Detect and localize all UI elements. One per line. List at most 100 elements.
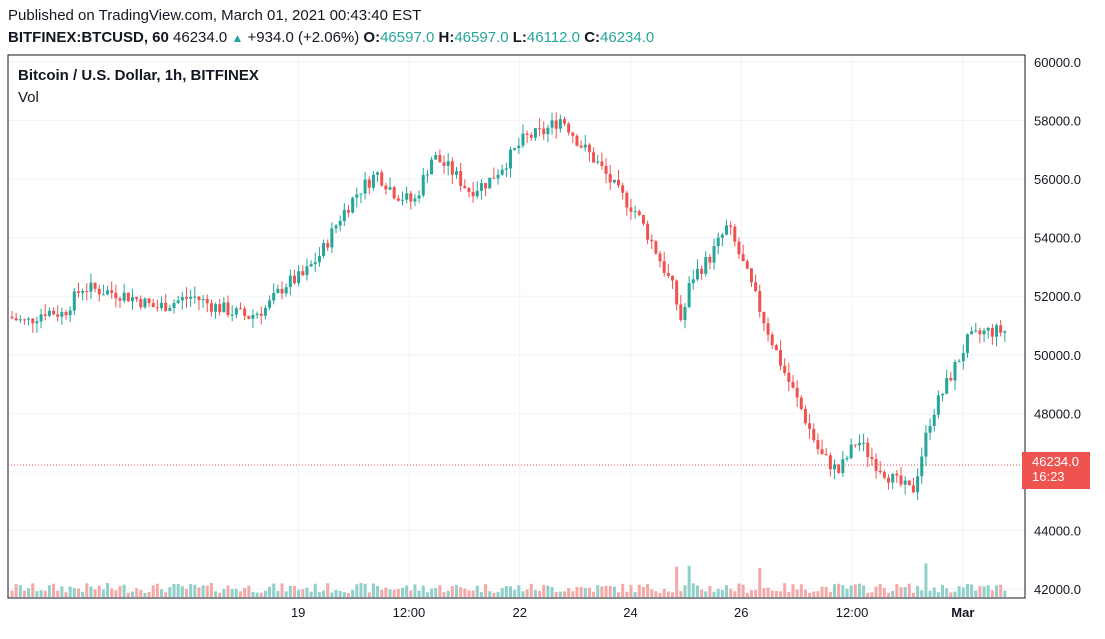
- volume-bar: [783, 583, 787, 597]
- candle-body: [567, 123, 571, 133]
- candle-body: [920, 456, 924, 477]
- candle-body: [550, 120, 554, 128]
- volume-bar: [824, 586, 828, 597]
- volume-bar: [359, 583, 363, 597]
- candle-body: [990, 327, 994, 337]
- volume-bar: [22, 590, 26, 597]
- candle-body: [288, 275, 292, 288]
- volume-bar: [392, 589, 396, 597]
- volume-bar: [272, 583, 276, 597]
- candle-body: [641, 214, 645, 224]
- volume-bar: [334, 589, 338, 597]
- candle-body: [118, 298, 122, 301]
- volume-bar: [384, 587, 388, 597]
- y-tick-label: 54000.0: [1034, 231, 1081, 246]
- volume-bar: [658, 592, 662, 597]
- candle-body: [18, 319, 22, 321]
- volume-bar: [857, 583, 861, 597]
- candle-body: [837, 464, 841, 473]
- volume-bar: [263, 590, 267, 597]
- candle-body: [301, 271, 305, 276]
- candle-body: [259, 313, 263, 316]
- volume-bar: [982, 586, 986, 597]
- volume-bar: [292, 585, 296, 597]
- volume-bar: [795, 589, 799, 597]
- candle-body: [151, 303, 155, 308]
- volume-bar: [276, 590, 280, 597]
- volume-bar: [878, 583, 882, 597]
- candle-body: [592, 152, 596, 163]
- candle-body: [56, 314, 60, 317]
- candle-body: [39, 314, 43, 322]
- volume-bar: [376, 585, 380, 597]
- candle-body: [617, 179, 621, 186]
- volume-bar: [779, 591, 783, 597]
- candle-body: [180, 297, 184, 301]
- volume-bar: [97, 585, 101, 597]
- volume-bar: [143, 592, 147, 597]
- candle-body: [754, 282, 758, 292]
- volume-bar: [554, 591, 558, 597]
- candle-body: [35, 321, 39, 324]
- volume-bar: [18, 585, 22, 597]
- candle-body: [89, 282, 93, 292]
- volume-bar: [762, 588, 766, 597]
- volume-bar: [81, 591, 85, 597]
- volume-bar: [214, 591, 218, 597]
- volume-bar: [965, 584, 969, 597]
- volume-bar: [193, 584, 197, 597]
- candle-body: [596, 161, 600, 163]
- candle-body: [85, 291, 89, 293]
- volume-bar: [749, 590, 753, 597]
- candle-body: [1003, 331, 1007, 333]
- candle-body: [346, 209, 350, 213]
- candle-body: [14, 318, 18, 321]
- volume-bar: [953, 591, 957, 597]
- volume-bar: [866, 592, 870, 597]
- candle-body: [276, 288, 280, 293]
- candle-body: [450, 161, 454, 175]
- volume-bar: [463, 588, 467, 597]
- volume-bar: [388, 589, 392, 597]
- volume-bar: [438, 585, 442, 597]
- candle-body: [982, 330, 986, 335]
- volume-bar: [666, 591, 670, 597]
- volume-bar: [567, 588, 571, 597]
- candle-body: [916, 476, 920, 493]
- volume-bar: [218, 592, 222, 597]
- candle-body: [513, 148, 517, 150]
- volume-bar: [671, 592, 675, 597]
- candle-body: [280, 288, 284, 294]
- volume-bar: [679, 591, 683, 597]
- x-tick-label: 12:00: [836, 605, 869, 620]
- published-info: Published on TradingView.com, March 01, …: [8, 7, 422, 24]
- candle-body: [970, 331, 974, 335]
- candle-body: [995, 325, 999, 337]
- candle-body: [147, 298, 151, 304]
- candle-body: [446, 161, 450, 166]
- candle-body: [949, 377, 953, 381]
- candle-body: [101, 294, 105, 296]
- candle-body: [907, 480, 911, 486]
- volume-bar: [571, 591, 575, 597]
- volume-bar: [525, 589, 529, 597]
- volume-bar: [409, 590, 413, 597]
- candle-body: [845, 457, 849, 460]
- volume-bar: [135, 588, 139, 597]
- candle-body: [720, 234, 724, 238]
- candle-body: [421, 175, 425, 196]
- candle-body: [563, 119, 567, 124]
- volume-bar: [114, 590, 118, 597]
- volume-bar: [899, 587, 903, 597]
- candle-body: [371, 174, 375, 188]
- volume-bar: [700, 589, 704, 597]
- volume-bar: [139, 590, 143, 597]
- candle-body: [608, 173, 612, 183]
- candle-body: [783, 365, 787, 373]
- open-label: O:: [363, 29, 381, 46]
- volume-bar: [155, 583, 159, 597]
- volume-bar: [683, 585, 687, 597]
- candle-body: [251, 314, 255, 319]
- volume-bar: [687, 565, 691, 597]
